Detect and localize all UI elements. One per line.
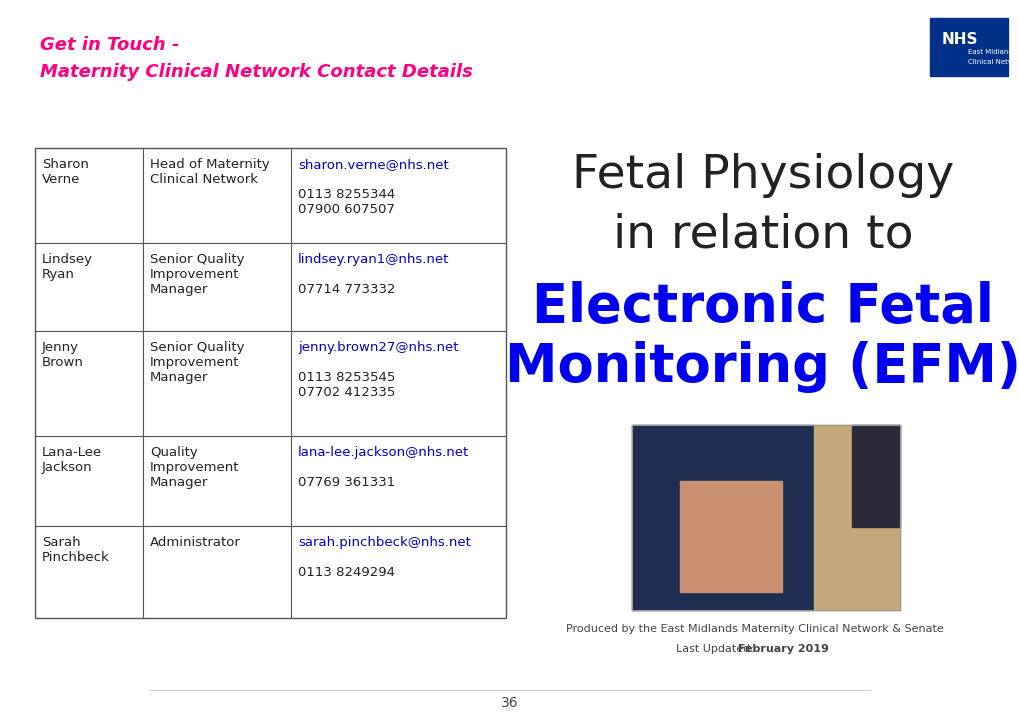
Text: Improvement: Improvement [150,268,239,281]
Text: 07702 412335: 07702 412335 [298,386,395,399]
Text: Quality: Quality [150,446,198,459]
Text: jenny.brown27@nhs.net: jenny.brown27@nhs.net [298,341,459,354]
Text: Manager: Manager [150,476,208,489]
Text: Improvement: Improvement [150,356,239,369]
Text: sarah.pinchbeck@nhs.net: sarah.pinchbeck@nhs.net [298,536,471,549]
Bar [851,425,899,527]
Text: Senior Quality: Senior Quality [150,253,245,266]
Text: Ryan: Ryan [42,268,74,281]
Text: Jenny: Jenny [42,341,78,354]
Text: Improvement: Improvement [150,461,239,474]
Text: Senior Quality: Senior Quality [150,341,245,354]
Text: NHS: NHS [942,32,977,48]
Bar [929,18,1007,76]
Text: lana-lee.jackson@nhs.net: lana-lee.jackson@nhs.net [298,446,469,459]
Text: 07714 773332: 07714 773332 [298,283,395,296]
Text: Manager: Manager [150,283,208,296]
Text: Electronic Fetal: Electronic Fetal [532,281,993,333]
Text: Jackson: Jackson [42,461,93,474]
Text: Lana-Lee: Lana-Lee [42,446,102,459]
Text: Produced by the East Midlands Maternity Clinical Network & Senate: Produced by the East Midlands Maternity … [566,624,943,634]
Text: Administrator: Administrator [150,536,240,549]
Text: 36: 36 [500,696,519,710]
Bar [680,480,782,591]
Bar [813,425,899,610]
Text: Last Updated:: Last Updated: [676,644,757,654]
Text: Get in Touch -: Get in Touch - [40,36,179,54]
Text: sharon.verne@nhs.net: sharon.verne@nhs.net [298,158,448,171]
Text: Sarah: Sarah [42,536,81,549]
Text: Head of Maternity: Head of Maternity [150,158,269,171]
Text: 07900 607507: 07900 607507 [298,203,394,216]
Text: Pinchbeck: Pinchbeck [42,551,110,564]
Text: Fetal Physiology: Fetal Physiology [572,153,953,198]
Text: East Midlands: East Midlands [967,49,1015,55]
Bar [632,425,813,610]
Text: Monitoring (EFM): Monitoring (EFM) [504,341,1019,393]
Text: Brown: Brown [42,356,84,369]
Text: 0113 8255344: 0113 8255344 [298,188,395,201]
Text: Verne: Verne [42,173,81,186]
Text: in relation to: in relation to [612,213,912,258]
Text: Sharon: Sharon [42,158,89,171]
Text: February 2019: February 2019 [738,644,828,654]
Text: lindsey.ryan1@nhs.net: lindsey.ryan1@nhs.net [298,253,449,266]
Text: Clinical Networks: Clinical Networks [967,59,1019,65]
Text: Maternity Clinical Network Contact Details: Maternity Clinical Network Contact Detai… [40,63,473,81]
Text: Manager: Manager [150,371,208,384]
Text: 07769 361331: 07769 361331 [298,476,395,489]
Text: 0113 8253545: 0113 8253545 [298,371,395,384]
Text: 0113 8249294: 0113 8249294 [298,566,394,579]
Bar [35,148,505,618]
Text: Clinical Network: Clinical Network [150,173,258,186]
Bar [632,425,899,610]
Text: Lindsey: Lindsey [42,253,93,266]
Bar [632,425,899,610]
